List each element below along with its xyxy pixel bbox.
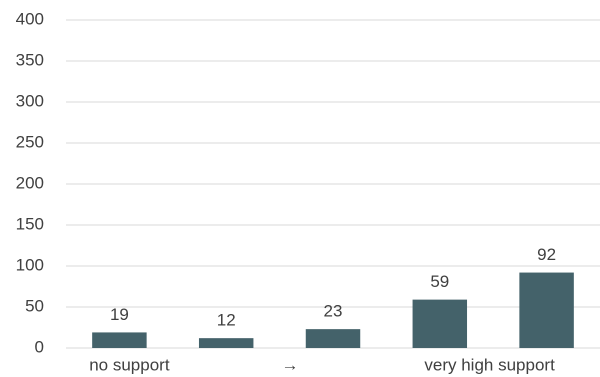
data-label: 19 bbox=[110, 305, 129, 324]
x-tick-label: no support bbox=[89, 355, 170, 374]
bar bbox=[412, 299, 468, 348]
y-tick-label: 300 bbox=[16, 91, 44, 110]
bar bbox=[519, 272, 574, 348]
x-tick-label: very high support bbox=[424, 355, 555, 374]
y-tick-label: 350 bbox=[16, 50, 44, 69]
bar bbox=[92, 332, 147, 348]
y-tick-label: 200 bbox=[16, 173, 44, 192]
data-label: 59 bbox=[430, 272, 449, 291]
x-tick-label: → bbox=[282, 355, 299, 374]
y-tick-label: 100 bbox=[16, 255, 44, 274]
bar bbox=[198, 338, 254, 348]
y-tick-label: 0 bbox=[35, 337, 44, 356]
y-tick-label: 400 bbox=[16, 9, 44, 28]
y-tick-label: 50 bbox=[25, 296, 44, 315]
bar bbox=[305, 329, 361, 348]
data-label: 23 bbox=[324, 302, 343, 321]
y-tick-label: 150 bbox=[16, 214, 44, 233]
data-label: 92 bbox=[537, 245, 556, 264]
data-label: 12 bbox=[217, 311, 236, 330]
y-tick-label: 250 bbox=[16, 132, 44, 151]
